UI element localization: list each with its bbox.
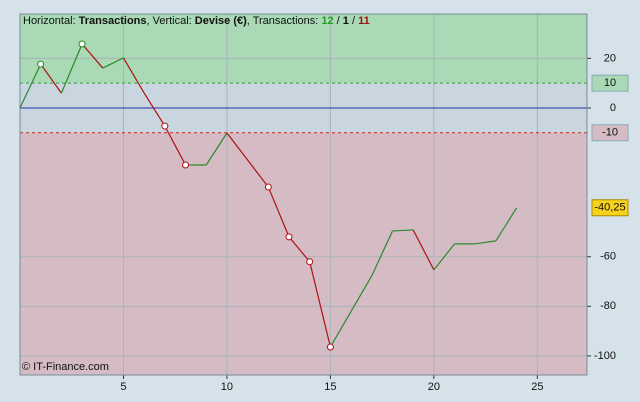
title-part: Horizontal:: [23, 15, 79, 27]
marker: [306, 258, 314, 266]
title-part: 12: [321, 15, 333, 27]
line-segment: [412, 229, 435, 271]
marker: [182, 161, 190, 169]
title-part: , Transactions:: [247, 15, 322, 27]
title-part: Devise (€): [195, 15, 247, 27]
line-segment: [433, 243, 456, 271]
upper-zone: [20, 14, 587, 84]
line-segment: [392, 229, 414, 232]
line-segment: [495, 207, 518, 242]
lower-label: -10: [602, 127, 618, 139]
y-tick-label: -80: [600, 300, 616, 312]
line-segment: [40, 63, 62, 94]
line-segment: [309, 261, 331, 348]
y-tick-label: -100: [594, 350, 616, 362]
x-tick-label: 10: [221, 381, 233, 393]
line-segment: [350, 275, 373, 312]
title-part: /: [349, 15, 358, 27]
marker: [285, 233, 293, 241]
watermark: © IT-Finance.com: [22, 361, 109, 373]
plot-frame: [19, 13, 588, 376]
x-tick-label: 5: [120, 381, 126, 393]
line-segment: [267, 186, 290, 238]
title-part: 11: [358, 15, 370, 27]
upper-label: 10: [604, 77, 616, 89]
line-segment: [143, 92, 166, 127]
marker: [264, 183, 272, 191]
line-segment: [122, 57, 145, 94]
line-segment: [226, 132, 249, 161]
line-segment: [19, 63, 42, 109]
marker: [161, 122, 169, 130]
y-tick-label: 0: [610, 102, 616, 114]
line-segment: [288, 236, 311, 263]
title-part: , Vertical:: [147, 15, 195, 27]
upper-label-box: [591, 74, 629, 92]
x-tick-label: 25: [531, 381, 543, 393]
chart-title: Horizontal: Transactions, Vertical: Devi…: [23, 15, 370, 27]
marker: [78, 40, 86, 48]
line-segment: [329, 310, 352, 348]
line-segment: [102, 57, 124, 69]
line-segment: [164, 125, 187, 166]
title-part: Transactions: [79, 15, 147, 27]
line-segment: [247, 159, 269, 188]
title-part: /: [334, 15, 343, 27]
current-value-label: -40,25: [594, 202, 625, 214]
y-tick-label: 20: [604, 52, 616, 64]
marker: [326, 343, 334, 351]
current-value-box: [591, 199, 629, 217]
title-part: 1: [343, 15, 349, 27]
line-segment: [81, 43, 104, 69]
y-tick-label: -60: [600, 251, 616, 263]
line-segment: [60, 43, 83, 94]
x-tick-label: 15: [324, 381, 336, 393]
x-tick-label: 20: [428, 381, 440, 393]
marker: [37, 60, 45, 68]
line-segment: [205, 132, 228, 166]
line-segment: [371, 230, 394, 277]
line-segment: [475, 240, 497, 245]
lower-label-box: [591, 124, 629, 142]
